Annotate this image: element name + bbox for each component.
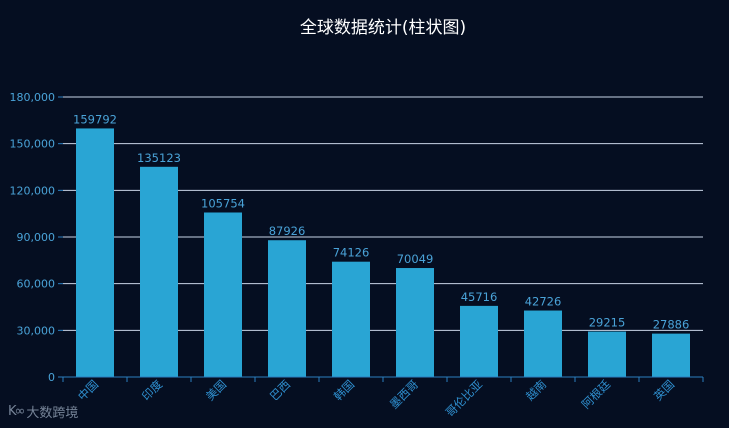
data-label: 135123 [137,151,181,165]
bar [588,331,626,377]
x-tick-label: 墨西哥 [387,377,421,411]
x-axis-labels: 中国 印度 美国 巴西 韩国 墨西哥 哥伦比亚 越南 阿根廷 英国 [75,377,677,420]
data-label: 42726 [525,295,562,309]
data-label: 74126 [333,246,370,260]
grid-lines [63,96,703,331]
k-logo-icon: K∞ [8,404,25,419]
bar [396,268,434,377]
watermark: K∞ 大数跨境 [8,402,78,421]
bar [204,212,242,377]
bar [460,305,498,377]
data-label: 159792 [73,112,117,126]
x-tick-label: 韩国 [331,377,357,403]
data-label: 70049 [397,252,434,266]
chart-title: 全球数据统计(柱状图) [299,18,467,38]
y-tick-label: 120,000 [10,184,56,197]
y-tick-label: 90,000 [17,231,56,244]
y-tick-label: 60,000 [17,278,56,291]
data-label: 27886 [653,318,690,332]
x-tick-label: 阿根廷 [579,377,614,412]
x-tick-label: 印度 [139,377,166,404]
bar [332,261,370,377]
y-tick-label: 180,000 [10,91,56,104]
bars [76,128,690,377]
bar [76,128,114,377]
y-tick-label: 0 [48,371,55,384]
x-axis [62,376,704,382]
y-axis-ticks: 0 30,000 60,000 90,000 120,000 150,000 180,000 [10,91,63,384]
data-labels: 159792 135123 105754 87926 74126 70049 45716 42… [73,112,689,331]
data-label: 105754 [201,196,245,210]
data-label: 29215 [589,316,626,330]
x-tick-label: 巴西 [267,377,293,403]
x-tick-label: 英国 [651,377,677,403]
data-label: 87926 [269,224,306,238]
bar [268,240,306,377]
x-tick-label: 哥伦比亚 [443,377,485,419]
x-tick-label: 中国 [75,377,101,403]
data-label: 45716 [461,290,498,304]
x-tick-label: 越南 [523,377,549,403]
bar [140,166,178,377]
y-tick-label: 30,000 [17,324,56,337]
bar [524,310,562,377]
y-tick-label: 150,000 [10,138,56,151]
watermark-text: 大数跨境 [26,406,79,421]
bar [652,333,690,377]
x-tick-label: 美国 [203,377,229,403]
